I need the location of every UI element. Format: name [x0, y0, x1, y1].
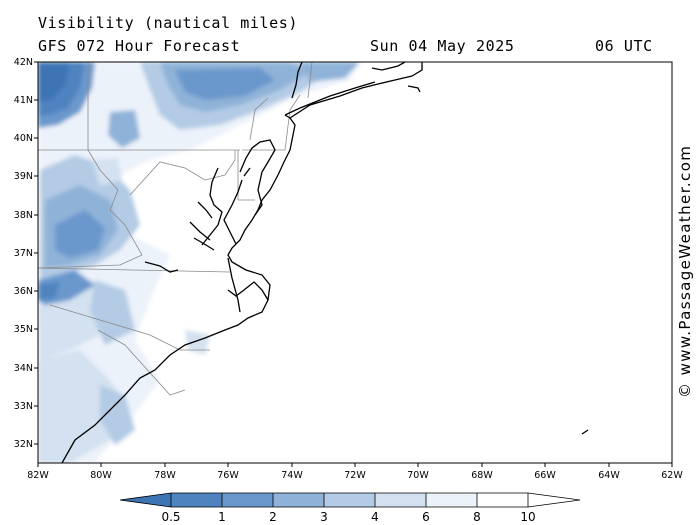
colorbar-label: 0.5 [161, 510, 180, 524]
lat-label: 36N [14, 286, 33, 297]
lat-label: 33N [14, 401, 33, 412]
lat-label: 40N [14, 133, 33, 144]
forecast-date: Sun 04 May 2025 [370, 37, 515, 55]
lat-label: 32N [14, 439, 33, 450]
credit-watermark: © www.PassageWeather.com [676, 144, 694, 398]
lon-label: 70W [407, 470, 429, 481]
forecast-time: 06 UTC [595, 37, 653, 55]
lon-label: 68W [471, 470, 493, 481]
colorbar-swatch [273, 493, 324, 507]
forecast-label: GFS 072 Hour Forecast [38, 37, 241, 55]
colorbar-swatch [222, 493, 273, 507]
colorbar-label: 1 [218, 510, 226, 524]
lon-label: 74W [281, 470, 303, 481]
state-boundaries [38, 62, 313, 396]
lon-label: 66W [534, 470, 556, 481]
lat-label: 42N [14, 57, 33, 68]
colorbar-label: 4 [371, 510, 379, 524]
lon-label: 78W [154, 470, 176, 481]
lon-label: 82W [27, 470, 49, 481]
colorbar-swatch [171, 493, 222, 507]
colorbar-label: 2 [269, 510, 277, 524]
colorbar-label: 10 [520, 510, 535, 524]
colorbar-label: 8 [473, 510, 481, 524]
colorbar-swatch [324, 493, 375, 507]
colorbar-swatch [375, 493, 426, 507]
lat-label: 39N [14, 171, 33, 182]
colorbar-label: 3 [320, 510, 328, 524]
lat-label: 34N [14, 363, 33, 374]
lat-label: 41N [14, 95, 33, 106]
lat-label: 35N [14, 324, 33, 335]
colorbar-label: 6 [422, 510, 430, 524]
colorbar-swatch [477, 493, 528, 507]
visibility-field [38, 62, 360, 463]
colorbar: 0.5 1 2 3 4 6 8 10 [119, 492, 581, 524]
lon-label: 76W [217, 470, 239, 481]
lon-label: 64W [598, 470, 620, 481]
lat-label: 38N [14, 210, 33, 221]
colorbar-swatch [120, 493, 171, 507]
colorbar-swatch [528, 493, 580, 507]
lon-label: 72W [344, 470, 366, 481]
lon-label: 80W [90, 470, 112, 481]
lat-label: 37N [14, 248, 33, 259]
colorbar-swatch [426, 493, 477, 507]
map-title: Visibility (nautical miles) [38, 14, 299, 32]
longitude-axis: 82W 80W 78W 76W 74W 72W 70W 68W 66W 64W … [27, 463, 683, 481]
coastline [61, 62, 589, 463]
lon-label: 62W [661, 470, 683, 481]
latitude-axis: 42N 41N 40N 39N 38N 37N 36N 35N 34N 33N … [14, 57, 38, 450]
